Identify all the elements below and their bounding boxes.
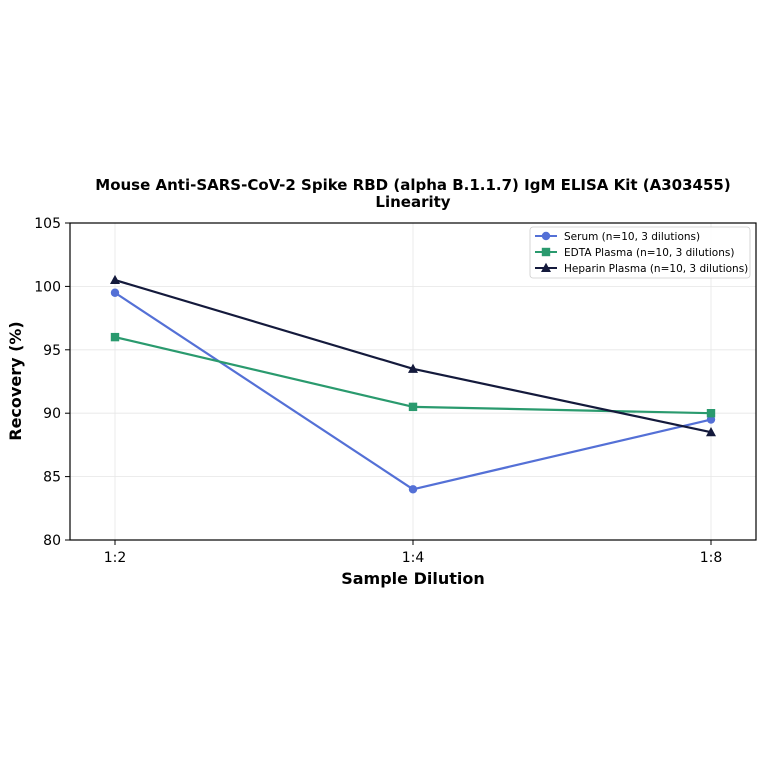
data-point bbox=[110, 332, 120, 342]
x-tick-label: 1:2 bbox=[104, 550, 127, 566]
series-1 bbox=[110, 288, 716, 494]
data-point bbox=[408, 402, 418, 412]
chart-subtitle: Linearity bbox=[375, 193, 450, 211]
axes: 80 85 90 95 100 105 1:2 1:4 1:8 bbox=[34, 216, 722, 566]
x-tick-label: 1:4 bbox=[402, 550, 425, 566]
data-point bbox=[706, 415, 716, 424]
legend-label: Serum (n=10, 3 dilutions) bbox=[564, 231, 700, 243]
chart-title: Mouse Anti-SARS-CoV-2 Spike RBD (alpha B… bbox=[95, 176, 730, 194]
series-3 bbox=[110, 274, 716, 437]
data-point bbox=[110, 288, 120, 297]
x-axis-label: Sample Dilution bbox=[341, 569, 485, 588]
y-tick-label: 85 bbox=[43, 470, 61, 486]
legend-marker bbox=[541, 262, 551, 272]
legend-label: EDTA Plasma (n=10, 3 dilutions) bbox=[564, 247, 734, 259]
y-axis-label: Recovery (%) bbox=[6, 321, 25, 440]
legend-marker bbox=[541, 231, 551, 241]
legend-marker bbox=[541, 247, 551, 257]
y-tick-label: 95 bbox=[43, 343, 61, 359]
data-point bbox=[110, 274, 120, 285]
data-point bbox=[408, 363, 418, 373]
legend: Serum (n=10, 3 dilutions) EDTA Plasma (n=… bbox=[529, 226, 751, 279]
series-layer bbox=[110, 274, 716, 494]
data-point bbox=[706, 409, 716, 418]
y-tick-label: 100 bbox=[34, 279, 61, 295]
x-tick-label: 1:8 bbox=[700, 550, 723, 566]
data-point bbox=[706, 427, 716, 437]
data-point bbox=[408, 485, 418, 494]
y-tick-label: 105 bbox=[34, 216, 61, 232]
legend-label: Heparin Plasma (n=10, 3 dilutions) bbox=[564, 263, 748, 275]
y-tick-label: 90 bbox=[43, 406, 61, 422]
legend-box bbox=[529, 226, 751, 279]
y-tick-label: 80 bbox=[43, 533, 61, 549]
